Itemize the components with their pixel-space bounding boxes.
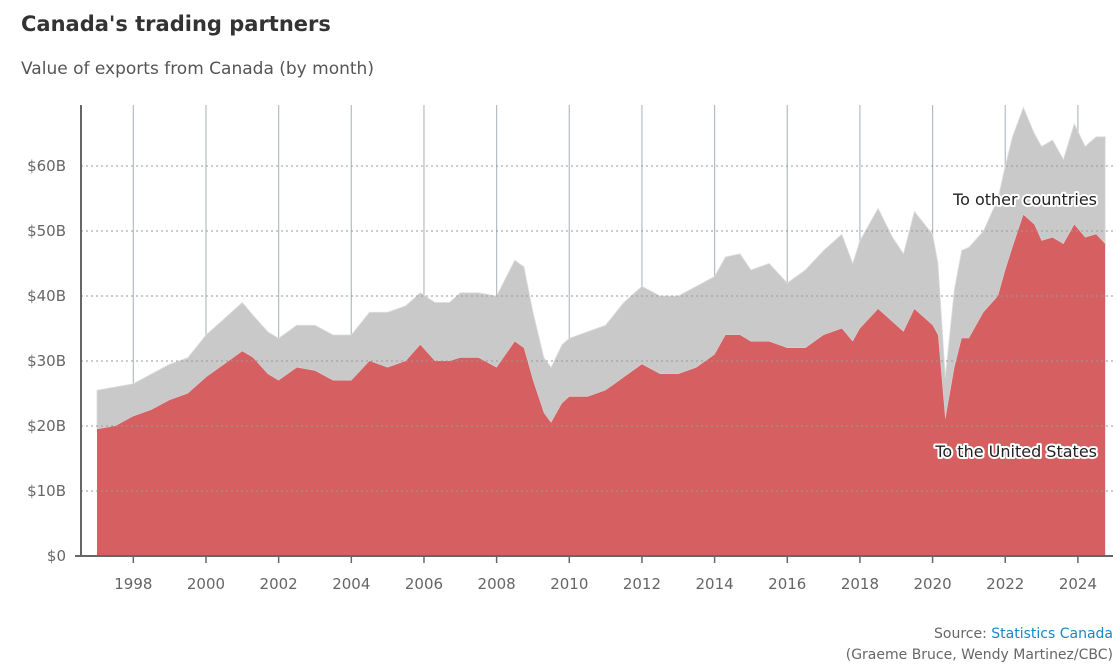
y-tick-label: $0 <box>47 547 66 565</box>
source-prefix: Source: <box>934 626 992 642</box>
x-tick-label: 2018 <box>841 575 879 593</box>
x-tick-label: 2014 <box>696 575 734 593</box>
horizontal-gridlines <box>81 165 1113 492</box>
x-tick-label: 2006 <box>405 575 443 593</box>
x-tick-label: 2022 <box>986 575 1024 593</box>
y-tick-label: $40B <box>27 287 66 305</box>
chart-subtitle: Value of exports from Canada (by month) <box>21 59 374 79</box>
y-tick-label: $20B <box>27 417 66 435</box>
source-credit: (Graeme Bruce, Wendy Martinez/CBC) <box>845 647 1113 663</box>
y-tick-label: $30B <box>27 352 66 370</box>
annotation-united-states: To the United States <box>934 442 1097 461</box>
area-united-states <box>97 214 1106 557</box>
x-tick-label: 1998 <box>114 575 152 593</box>
x-tick-label: 2008 <box>478 575 516 593</box>
y-tick-label: $60B <box>27 157 66 175</box>
x-tick-label: 2000 <box>187 575 225 593</box>
x-tick-label: 2010 <box>550 575 588 593</box>
x-tick-label: 2004 <box>332 575 370 593</box>
y-tick-label: $10B <box>27 482 66 500</box>
x-axis-tick-labels: 1998 2000 2002 2004 2006 2008 2010 2012 2014 2016… <box>114 556 1097 593</box>
source-line: Source: Statistics Canada <box>846 624 1113 645</box>
y-tick-label: $50B <box>27 222 66 240</box>
axes <box>75 105 1113 557</box>
source-note: Source: Statistics Canada (Graeme Bruce,… <box>846 624 1113 666</box>
x-tick-label: 2002 <box>260 575 298 593</box>
y-axis-tick-labels: $0 $10B $20B $30B $40B $50B $60B <box>27 157 66 565</box>
annotations: To other countries To the United States <box>932 188 1099 463</box>
x-tick-label: 2020 <box>913 575 951 593</box>
source-link[interactable]: Statistics Canada <box>991 626 1113 642</box>
x-tick-label: 2024 <box>1059 575 1097 593</box>
x-tick-label: 2012 <box>623 575 661 593</box>
stacked-areas <box>96 106 1106 557</box>
chart-title: Canada's trading partners <box>21 12 331 36</box>
x-tick-label: 2016 <box>768 575 806 593</box>
annotation-other-countries: To other countries <box>952 190 1097 209</box>
